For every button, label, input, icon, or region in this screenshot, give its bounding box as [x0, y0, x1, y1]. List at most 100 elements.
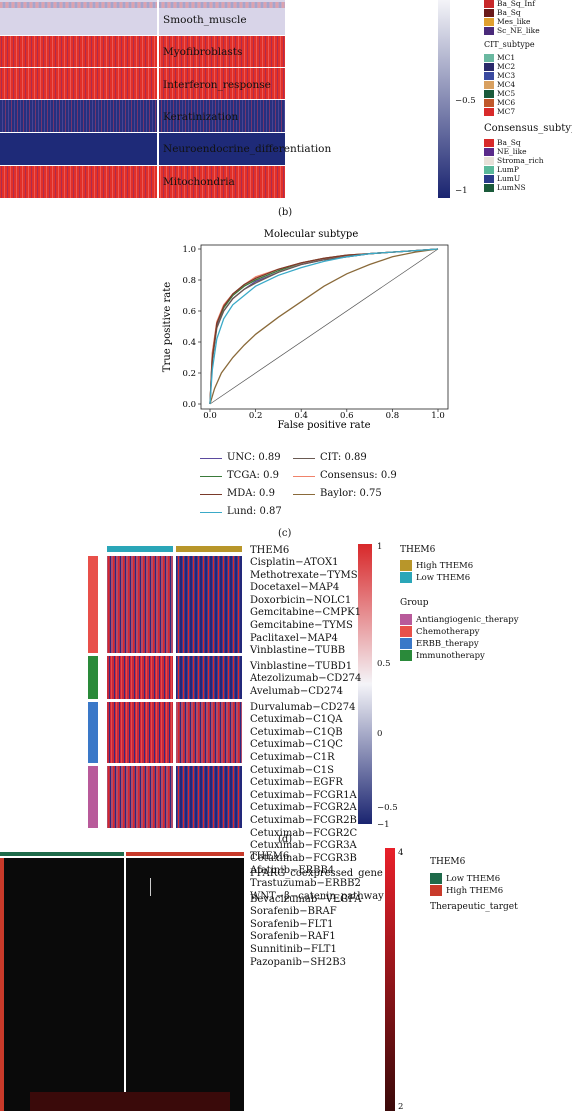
legend-entry-consensus: Consensus: 0.9	[320, 470, 397, 481]
heatmap-row-label: Cetuximab−FCGR2C	[250, 827, 358, 839]
x-tick-label: 0.8	[386, 411, 400, 421]
heatmap-row-label: Sorafenib−BRAF	[250, 906, 337, 918]
legend-entry-unc: UNC: 0.89	[227, 452, 281, 463]
x-tick-label: 1.0	[431, 411, 445, 421]
legend-title: THEM6	[400, 545, 436, 555]
legend-swatch	[484, 99, 494, 107]
heatmap-row-label: Cetuximab−FCGR2A	[250, 802, 357, 814]
y-tick-label: 0.4	[182, 338, 196, 348]
heatmap-row-label: Paclitaxel−MAP4	[250, 632, 338, 644]
heatmap-row-label: Interferon_response	[163, 79, 271, 91]
legend-swatch	[484, 108, 494, 116]
heatmap-row-label: Sunnitinib−FLT1	[250, 944, 337, 955]
heatmap-row-label: Mitochondria	[163, 176, 235, 188]
panel-d-scale-tick: 0	[377, 729, 383, 739]
heatmap-row-label: Doxorbicin−NOLC1	[250, 594, 352, 606]
legend-swatch	[484, 139, 494, 147]
legend-label: MC7	[497, 107, 516, 116]
heatmap-row-label: Vinblastine−TUBB	[250, 645, 346, 657]
legend-label: Mes_like	[497, 17, 531, 26]
legend-label: MC6	[497, 98, 516, 107]
legend-line	[200, 512, 222, 513]
legend-label: Chemotherapy	[416, 627, 480, 637]
panel-d-tag: (d)	[278, 834, 293, 845]
legend-line	[293, 458, 315, 459]
axis-ticks: 0.0 0.2 0.4 0.6 0.8 1.0 0.0 0.2 0.4 0.6 0.8 1.0	[182, 245, 444, 421]
heatmap-row-label: Durvalumab−CD274	[250, 701, 356, 713]
legend-swatch	[430, 885, 442, 896]
panel-d-scale-tick: −0.5	[377, 803, 398, 813]
legend-swatch	[400, 572, 412, 583]
heatmap-row-label: Trastuzumab−ERBB2	[250, 878, 361, 889]
heatmap-row-label: Methotrexate−TYMS	[250, 569, 358, 581]
legend-swatch	[484, 184, 494, 192]
legend-label: Stroma_rich	[497, 156, 544, 165]
panel-e-color-scale	[385, 848, 395, 1111]
legend-entry-tcga: TCGA: 0.9	[227, 470, 279, 481]
heatmap-row-label: Keratinization	[163, 111, 239, 123]
legend-label: LumNS	[497, 183, 526, 192]
panel-d-heatmap-overlay	[88, 544, 248, 829]
panel-e-heatmap	[0, 852, 244, 1111]
legend-entry-baylor: Baylor: 0.75	[320, 488, 382, 499]
panel-d-scale-tick: −1	[377, 820, 390, 830]
panel-d-heatmap	[88, 546, 242, 828]
heatmap-row-label: Sorafenib−FLT1	[250, 918, 334, 930]
legend-title: Therapeutic_target	[430, 902, 518, 912]
x-tick-label: 0.6	[340, 411, 354, 421]
heatmap-row-label: THEM6	[250, 851, 290, 862]
legend-label: Low THEM6	[416, 573, 471, 583]
heatmap-row-label: Cisplatin−ATOX1	[250, 557, 339, 568]
heatmap-row-label: Neuroendocrine_differentiation	[163, 143, 332, 155]
heatmap-row-label: Avelumab−CD274	[250, 686, 344, 697]
panel-b-color-scale	[438, 0, 450, 198]
heatmap-row-label: Cetuximab−FCGR3B	[250, 852, 357, 864]
x-tick-label: 0.2	[249, 411, 263, 421]
legend-line	[293, 494, 315, 495]
legend-label: MC2	[497, 62, 516, 71]
x-tick-label: 0.0	[203, 411, 217, 421]
heatmap-row-label: Cetuximab−FCGR3A	[250, 840, 357, 852]
heatmap-row-label: WNT−β−catenin_pathway	[250, 891, 384, 902]
legend-label: Ba_Sq	[497, 8, 521, 17]
heatmap-row-label: Gemcitabine−TYMS	[250, 620, 353, 631]
heatmap-row-label: Cetuximab−FCGR1A	[250, 789, 357, 801]
heatmap-row-label: Vinblastine−TUBD1	[250, 660, 353, 672]
y-axis-label: True positive rate	[162, 282, 173, 372]
legend-swatch	[400, 650, 412, 661]
legend-swatch	[484, 81, 494, 89]
x-axis-label: False positive rate	[277, 420, 370, 431]
panel-d-scale-tick: 1	[377, 542, 383, 552]
y-tick-label: 0.0	[182, 400, 196, 410]
legend-swatch	[484, 90, 494, 98]
legend-label: Ba_Sq	[497, 138, 521, 147]
legend-swatch	[484, 9, 494, 17]
panel-b-tag: (b)	[278, 207, 293, 218]
legend-label: MC3	[497, 71, 516, 80]
legend-entry-cit: CIT: 0.89	[320, 452, 367, 463]
legend-swatch	[400, 626, 412, 637]
heatmap-column-annotation-label: THEM6	[250, 545, 290, 556]
panel-c-tag: (c)	[278, 528, 292, 539]
legend-label: NE_like	[497, 147, 527, 156]
legend-swatch	[484, 27, 494, 35]
heatmap-row-label: Sorafenib−RAF1	[250, 931, 336, 943]
heatmap-row-label: Cetuximab−C1QB	[250, 726, 343, 738]
legend-label: LumP	[497, 165, 519, 174]
y-tick-label: 0.8	[182, 276, 196, 286]
legend-label: Low THEM6	[446, 874, 501, 884]
heatmap-row-label: Smooth_muscle	[163, 14, 247, 26]
legend-swatch	[484, 157, 494, 165]
legend-line	[200, 476, 222, 477]
panel-b-scale-tick: −1	[455, 186, 468, 196]
heatmap-row-label: Cetuximab−FCGR2B	[250, 815, 357, 826]
legend-swatch	[484, 63, 494, 71]
legend-line	[293, 476, 315, 477]
legend-swatch	[400, 614, 412, 625]
legend-title: Group	[400, 598, 429, 608]
legend-label: Immunotherapy	[416, 651, 485, 661]
legend-entry-lund: Lund: 0.87	[227, 506, 282, 517]
heatmap-row-label: Afatinib−ERBB4	[250, 865, 335, 877]
legend-label: MC1	[497, 53, 516, 62]
heatmap-row-label: Pazopanib−SH2B3	[250, 956, 346, 968]
